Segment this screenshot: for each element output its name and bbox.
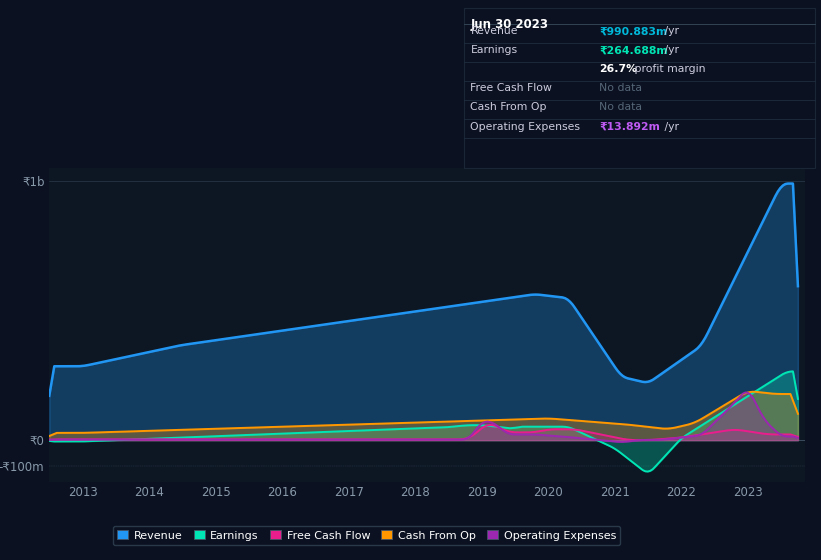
Text: ₹13.892m: ₹13.892m bbox=[599, 122, 660, 132]
Text: profit margin: profit margin bbox=[631, 64, 705, 74]
Text: /yr: /yr bbox=[661, 45, 679, 55]
Text: No data: No data bbox=[599, 83, 642, 94]
Legend: Revenue, Earnings, Free Cash Flow, Cash From Op, Operating Expenses: Revenue, Earnings, Free Cash Flow, Cash … bbox=[112, 526, 621, 545]
Text: Earnings: Earnings bbox=[470, 45, 517, 55]
Text: ₹990.883m: ₹990.883m bbox=[599, 26, 667, 36]
Text: Revenue: Revenue bbox=[470, 26, 518, 36]
Text: Free Cash Flow: Free Cash Flow bbox=[470, 83, 553, 94]
Text: Jun 30 2023: Jun 30 2023 bbox=[470, 18, 548, 31]
Text: 26.7%: 26.7% bbox=[599, 64, 637, 74]
Text: Operating Expenses: Operating Expenses bbox=[470, 122, 580, 132]
Text: /yr: /yr bbox=[661, 26, 679, 36]
Text: No data: No data bbox=[599, 102, 642, 113]
Text: /yr: /yr bbox=[661, 122, 679, 132]
Text: ₹264.688m: ₹264.688m bbox=[599, 45, 668, 55]
Text: Cash From Op: Cash From Op bbox=[470, 102, 547, 113]
